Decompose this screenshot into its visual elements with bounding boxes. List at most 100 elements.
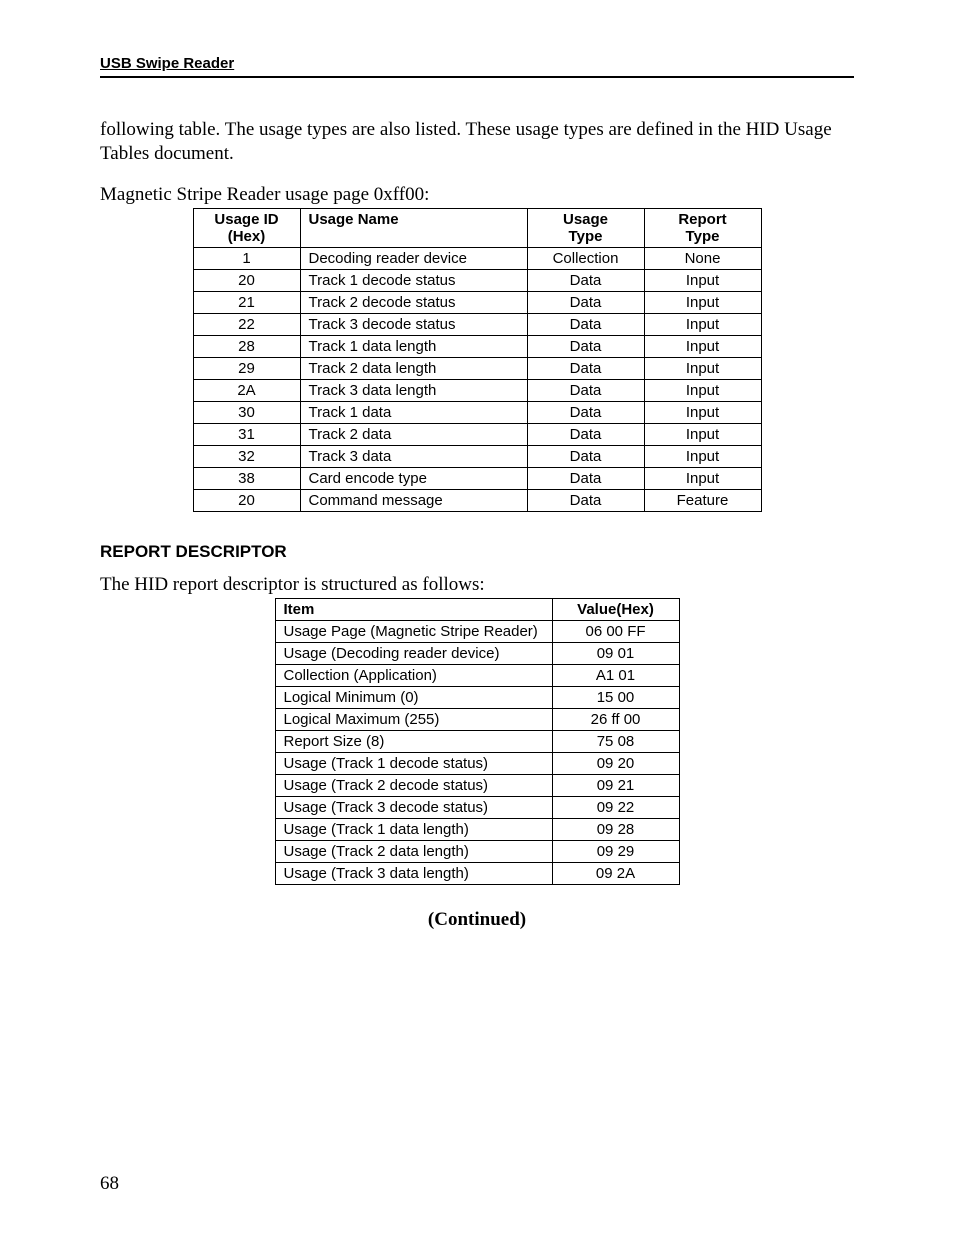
report-descriptor-table-cell: 75 08 — [552, 730, 679, 752]
usage-table-row: 2ATrack 3 data lengthDataInput — [193, 379, 761, 401]
report-descriptor-table-cell: Usage (Decoding reader device) — [275, 642, 552, 664]
usage-table-cell: Feature — [644, 489, 761, 511]
usage-table-cell: Data — [527, 313, 644, 335]
report-descriptor-table-cell: A1 01 — [552, 664, 679, 686]
usage-table-cell: Track 2 data length — [300, 357, 527, 379]
usage-table-row: 21Track 2 decode statusDataInput — [193, 291, 761, 313]
usage-table-cell: 31 — [193, 423, 300, 445]
page: USB Swipe Reader following table. The us… — [0, 0, 954, 1235]
report-descriptor-table-cell: 09 2A — [552, 862, 679, 884]
usage-table-cell: Decoding reader device — [300, 247, 527, 269]
usage-table-row: 1Decoding reader deviceCollectionNone — [193, 247, 761, 269]
page-number: 68 — [100, 1173, 119, 1195]
report-descriptor-table-cell: 15 00 — [552, 686, 679, 708]
usage-table-cell: Track 3 data length — [300, 379, 527, 401]
report-descriptor-table-cell: 06 00 FF — [552, 620, 679, 642]
usage-table-cell: Input — [644, 423, 761, 445]
usage-table-header-cell: Usage ID(Hex) — [193, 208, 300, 247]
report-descriptor-table: ItemValue(Hex)Usage Page (Magnetic Strip… — [275, 598, 680, 885]
usage-table-cell: Data — [527, 467, 644, 489]
usage-table-cell: 1 — [193, 247, 300, 269]
usage-table-cell: Command message — [300, 489, 527, 511]
usage-table-row: 31Track 2 dataDataInput — [193, 423, 761, 445]
report-descriptor-table-row: Usage (Track 3 data length)09 2A — [275, 862, 679, 884]
report-descriptor-table-row: Report Size (8)75 08 — [275, 730, 679, 752]
usage-table-row: 20Command messageDataFeature — [193, 489, 761, 511]
usage-table-cell: Track 1 data — [300, 401, 527, 423]
report-descriptor-table-cell: Usage Page (Magnetic Stripe Reader) — [275, 620, 552, 642]
usage-table-cell: Track 1 data length — [300, 335, 527, 357]
usage-table-cell: Data — [527, 489, 644, 511]
usage-table-cell: Input — [644, 467, 761, 489]
running-header: USB Swipe Reader — [100, 55, 854, 78]
report-descriptor-table-row: Logical Maximum (255)26 ff 00 — [275, 708, 679, 730]
usage-table-row: 28Track 1 data lengthDataInput — [193, 335, 761, 357]
usage-table-cell: Input — [644, 357, 761, 379]
usage-table-cell: Collection — [527, 247, 644, 269]
usage-table-cell: Data — [527, 335, 644, 357]
usage-table-row: 22Track 3 decode statusDataInput — [193, 313, 761, 335]
usage-table-cell: Track 1 decode status — [300, 269, 527, 291]
report-descriptor-table-row: Collection (Application)A1 01 — [275, 664, 679, 686]
report-descriptor-table-row: Usage (Track 2 decode status)09 21 — [275, 774, 679, 796]
continued-label: (Continued) — [100, 909, 854, 931]
report-descriptor-table-cell: 09 28 — [552, 818, 679, 840]
report-descriptor-table-cell: Usage (Track 3 data length) — [275, 862, 552, 884]
report-descriptor-table-cell: Usage (Track 3 decode status) — [275, 796, 552, 818]
report-descriptor-table-cell: Logical Maximum (255) — [275, 708, 552, 730]
usage-table-header-row: Usage ID(Hex)Usage NameUsageTypeReportTy… — [193, 208, 761, 247]
usage-table-cell: Data — [527, 445, 644, 467]
usage-table-cell: 21 — [193, 291, 300, 313]
usage-table-cell: Input — [644, 313, 761, 335]
report-descriptor-table-cell: Report Size (8) — [275, 730, 552, 752]
report-descriptor-table-cell: 09 20 — [552, 752, 679, 774]
usage-table-cell: Input — [644, 445, 761, 467]
usage-table-cell: 29 — [193, 357, 300, 379]
section-paragraph: The HID report descriptor is structured … — [100, 574, 854, 596]
usage-table-cell: Input — [644, 379, 761, 401]
report-descriptor-table-cell: Usage (Track 2 decode status) — [275, 774, 552, 796]
usage-table-cell: Input — [644, 269, 761, 291]
report-descriptor-table-cell: Usage (Track 2 data length) — [275, 840, 552, 862]
usage-table-cell: Input — [644, 335, 761, 357]
usage-table-cell: Input — [644, 291, 761, 313]
usage-table-cell: Data — [527, 379, 644, 401]
usage-table-cell: Track 2 decode status — [300, 291, 527, 313]
report-descriptor-table-header-cell: Item — [275, 598, 552, 620]
report-descriptor-table-row: Usage (Track 2 data length)09 29 — [275, 840, 679, 862]
report-descriptor-table-cell: 09 01 — [552, 642, 679, 664]
usage-table-cell: 30 — [193, 401, 300, 423]
report-descriptor-table-header-row: ItemValue(Hex) — [275, 598, 679, 620]
usage-table-cell: 22 — [193, 313, 300, 335]
usage-table-row: 38Card encode typeDataInput — [193, 467, 761, 489]
report-descriptor-table-row: Usage (Decoding reader device)09 01 — [275, 642, 679, 664]
usage-table-cell: Track 2 data — [300, 423, 527, 445]
usage-table-row: 20Track 1 decode statusDataInput — [193, 269, 761, 291]
report-descriptor-table-cell: Usage (Track 1 decode status) — [275, 752, 552, 774]
usage-table-cell: 20 — [193, 269, 300, 291]
report-descriptor-table-cell: Collection (Application) — [275, 664, 552, 686]
usage-table-cell: Track 3 decode status — [300, 313, 527, 335]
usage-table-header-cell: ReportType — [644, 208, 761, 247]
usage-table-cell: Data — [527, 423, 644, 445]
usage-table-cell: Track 3 data — [300, 445, 527, 467]
usage-table-cell: 2A — [193, 379, 300, 401]
usage-table-row: 30Track 1 dataDataInput — [193, 401, 761, 423]
report-descriptor-table-cell: 09 21 — [552, 774, 679, 796]
usage-table-cell: 20 — [193, 489, 300, 511]
usage-table-row: 29Track 2 data lengthDataInput — [193, 357, 761, 379]
report-descriptor-table-row: Usage (Track 1 decode status)09 20 — [275, 752, 679, 774]
intro-paragraph: following table. The usage types are als… — [100, 118, 854, 166]
report-descriptor-table-row: Logical Minimum (0)15 00 — [275, 686, 679, 708]
usage-table-cell: None — [644, 247, 761, 269]
usage-table-cell: Data — [527, 401, 644, 423]
report-descriptor-table-cell: Usage (Track 1 data length) — [275, 818, 552, 840]
report-descriptor-table-row: Usage (Track 1 data length)09 28 — [275, 818, 679, 840]
report-descriptor-table-cell: 26 ff 00 — [552, 708, 679, 730]
usage-table-cell: Card encode type — [300, 467, 527, 489]
usage-table-cell: 28 — [193, 335, 300, 357]
table1-caption: Magnetic Stripe Reader usage page 0xff00… — [100, 184, 854, 206]
report-descriptor-table-row: Usage (Track 3 decode status)09 22 — [275, 796, 679, 818]
usage-table: Usage ID(Hex)Usage NameUsageTypeReportTy… — [193, 208, 762, 512]
report-descriptor-table-cell: 09 29 — [552, 840, 679, 862]
